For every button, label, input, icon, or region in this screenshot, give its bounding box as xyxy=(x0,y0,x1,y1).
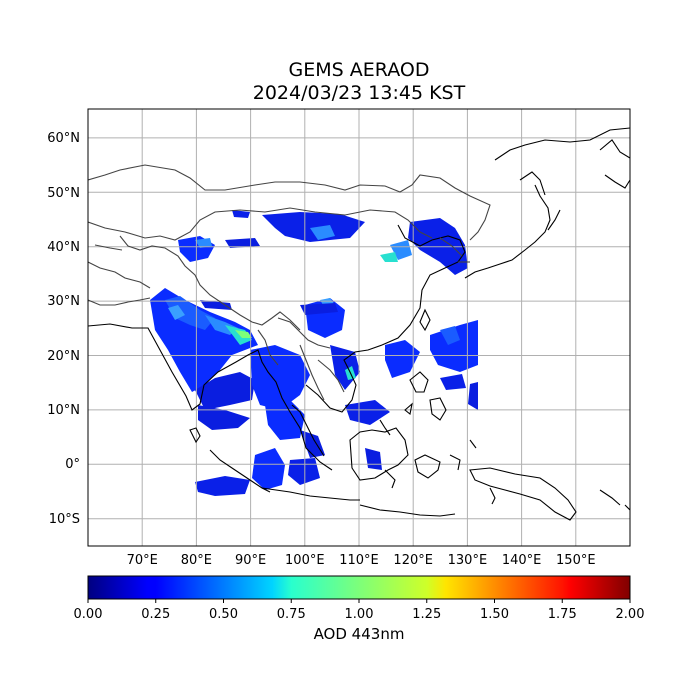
lon-tick-labels: 70°E 80°E 90°E 100°E 110°E 120°E 130°E 1… xyxy=(127,553,596,568)
colorbar-tick-label: 1.25 xyxy=(412,607,441,622)
lat-tick-label: 40°N xyxy=(47,240,80,255)
colorbar-label: AOD 443nm xyxy=(314,625,405,643)
map-title: GEMS AERAOD xyxy=(288,59,430,81)
aod-data-layer xyxy=(150,210,478,496)
colorbar-tick-label: 1.50 xyxy=(480,607,509,622)
colorbar-tick-label: 2.00 xyxy=(616,607,645,622)
lat-tick-labels: 60°N 50°N 40°N 30°N 20°N 10°N 0° 10°S xyxy=(47,131,80,527)
lat-tick-label: 10°S xyxy=(49,512,80,527)
lon-tick-label: 70°E xyxy=(127,553,158,568)
colorbar: 0.00 0.25 0.50 0.75 1.00 1.25 1.50 1.75 … xyxy=(74,575,645,643)
graticule xyxy=(88,109,630,546)
lat-tick-label: 0° xyxy=(65,457,80,472)
lon-tick-label: 80°E xyxy=(181,553,212,568)
lon-tick-label: 100°E xyxy=(285,553,325,568)
lon-tick-label: 90°E xyxy=(235,553,266,568)
lon-tick-label: 130°E xyxy=(448,553,488,568)
colorbar-tick-label: 0.50 xyxy=(209,607,238,622)
lat-tick-label: 60°N xyxy=(47,131,80,146)
colorbar-gradient xyxy=(87,575,631,600)
colorbar-tick-label: 0.25 xyxy=(141,607,170,622)
colorbar-tick-label: 1.75 xyxy=(548,607,577,622)
colorbar-tick-label: 0.75 xyxy=(277,607,306,622)
lat-tick-label: 50°N xyxy=(47,186,80,201)
lon-tick-label: 120°E xyxy=(393,553,433,568)
colorbar-tick-label: 0.00 xyxy=(74,607,103,622)
lat-tick-label: 30°N xyxy=(47,294,80,309)
coastlines xyxy=(88,127,630,521)
lon-tick-label: 150°E xyxy=(556,553,596,568)
lon-tick-label: 110°E xyxy=(339,553,379,568)
map-frame xyxy=(87,108,631,547)
country-borders xyxy=(88,164,491,401)
lat-tick-label: 20°N xyxy=(47,349,80,364)
lat-tick-label: 10°N xyxy=(47,403,80,418)
colorbar-tick-label: 1.00 xyxy=(345,607,374,622)
lon-tick-label: 140°E xyxy=(502,553,542,568)
map-datetime: 2024/03/23 13:45 KST xyxy=(252,82,466,104)
